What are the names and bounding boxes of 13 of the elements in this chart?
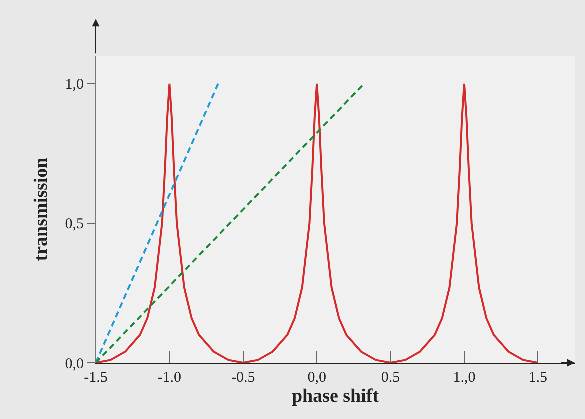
y-tick-label: 0,0 [65,356,84,372]
y-tick-label: 1,0 [65,77,84,94]
x-tick-label: -0.5 [232,370,256,386]
y-axis-title: transmission [31,157,52,262]
x-axis-title: phase shift [292,386,380,407]
x-tick-label: -1.0 [158,370,182,386]
y-tick-label: 0,5 [65,216,84,233]
line-series [96,82,540,363]
x-tick-label: 0,0 [308,370,326,386]
x-tick-label: 1.,0 [453,370,476,386]
x-tick-label: -1.5 [84,370,108,386]
x-tick-label: 0.5 [381,370,400,386]
x-tick-label: 1.5 [528,370,548,386]
